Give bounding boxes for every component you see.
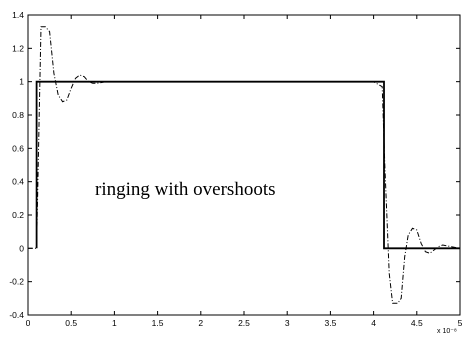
y-tick-label: 1 (19, 77, 24, 87)
y-tick-label: -0.2 (9, 277, 24, 287)
plot-frame (27, 14, 461, 316)
x-tick-label: 3 (285, 318, 290, 328)
y-tick-label: 0.8 (12, 110, 24, 120)
series-layer (28, 26, 461, 304)
solid-step-series (35, 80, 460, 250)
x-tick-label: 3.5 (324, 318, 336, 328)
y-axis-ticks: -0.4 -0.2 0 0.2 0.4 0.6 0.8 1 1.2 1.4 (9, 10, 460, 320)
chart-annotation: ringing with overshoots (95, 179, 276, 200)
x-axis-ticks: 0 0.5 1 1.5 2 2.5 3 3.5 4 4.5 5 (26, 15, 463, 328)
y-tick-label: 0.6 (12, 143, 24, 153)
x-tick-label: 4 (371, 318, 376, 328)
x-tick-label: 1.5 (152, 318, 164, 328)
x-tick-label: 4.5 (411, 318, 423, 328)
x-exponent-label: x 10⁻⁸ (437, 328, 457, 335)
x-tick-label: 2 (198, 318, 203, 328)
x-tick-label: 0 (26, 318, 31, 328)
y-tick-label: 0.4 (12, 177, 24, 187)
y-tick-label: 1.4 (12, 10, 24, 20)
x-tick-label: 1 (112, 318, 117, 328)
y-tick-label: 1.2 (12, 43, 24, 53)
y-tick-label: 0 (19, 243, 24, 253)
y-tick-label: -0.4 (9, 310, 24, 320)
x-tick-label: 5 (458, 318, 463, 328)
x-tick-label: 2.5 (238, 318, 250, 328)
x-tick-label: 0.5 (65, 318, 77, 328)
y-tick-label: 0.2 (12, 210, 24, 220)
dash-dot-ringing-series (28, 26, 461, 304)
